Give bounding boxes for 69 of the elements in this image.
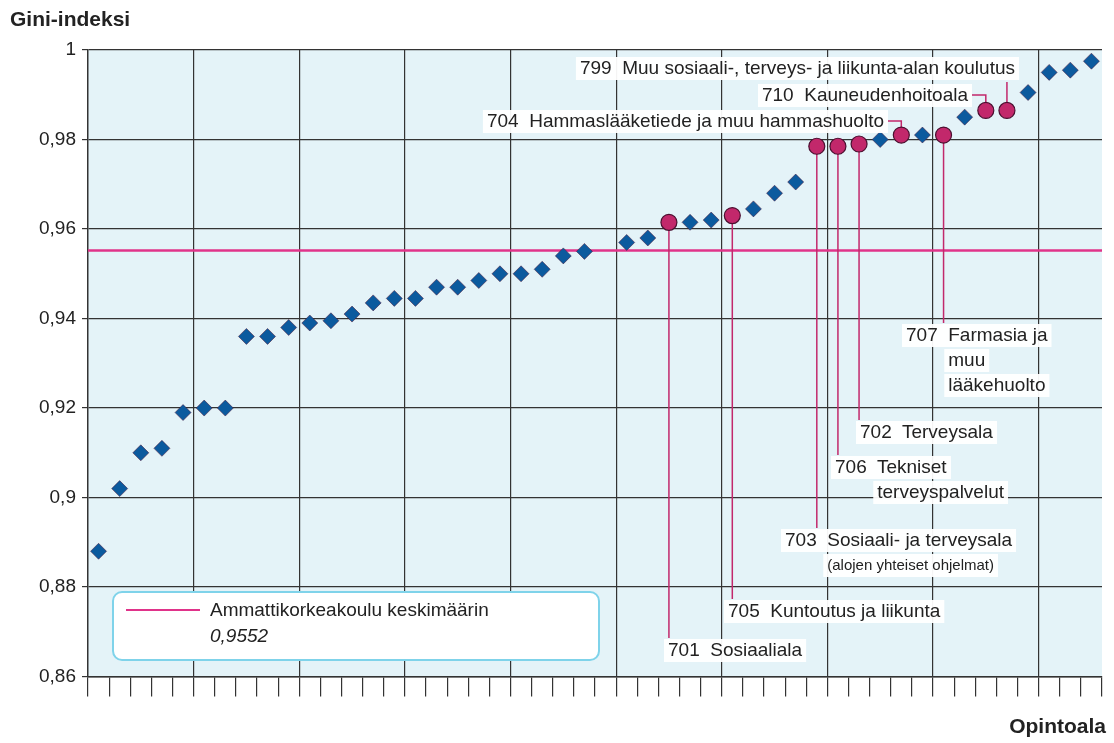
y-tick-label: 0,9 (49, 485, 76, 507)
annotation: 710 Kauneudenhoitoala (761, 84, 969, 106)
point (766, 184, 783, 202)
point (449, 278, 466, 296)
point (829, 137, 847, 155)
key-box: Ammattikorkeakoulu keskimäärin 0,9552 (111, 590, 600, 661)
point (934, 126, 953, 144)
point (787, 173, 804, 191)
y-tick-label: 0,94 (39, 306, 77, 328)
annotation: 701 Sosiaaliala (668, 639, 803, 661)
y-tick-label: 1 (65, 38, 76, 60)
x-axis-title: Opintoala (1009, 714, 1107, 737)
y-axis-title: Gini-indeksi (10, 7, 131, 30)
point (977, 101, 995, 120)
point (702, 211, 720, 229)
point (1062, 61, 1079, 79)
point (555, 247, 572, 265)
point (660, 213, 678, 231)
point (533, 261, 551, 278)
point (956, 108, 973, 126)
y-tick-label: 0,86 (39, 664, 76, 686)
point (386, 290, 403, 307)
annotation: 703 Sosiaali- ja terveysala (alojen yhteiset ohjelmat) (785, 529, 1013, 574)
point (491, 265, 509, 283)
point (195, 399, 213, 417)
point (174, 404, 192, 421)
point (639, 229, 657, 247)
point (217, 399, 234, 417)
point (153, 440, 171, 457)
point (132, 444, 150, 462)
annotation: 799 Muu sosiaali-, terveys- ja liikunta-alan koulutus (579, 57, 1016, 79)
annotation: 706 Tekniset terveyspalvelut (835, 456, 1005, 503)
point (301, 314, 319, 332)
point (470, 272, 488, 289)
point (681, 214, 699, 231)
point (90, 543, 107, 560)
point (1019, 84, 1037, 101)
point (259, 328, 276, 345)
annotation: 707 Farmasia ja muu lääkehuolto (906, 324, 1048, 396)
point (322, 312, 340, 330)
point (111, 480, 128, 497)
point (343, 305, 361, 323)
point (280, 319, 297, 336)
annotation: 702 Terveysala (860, 421, 994, 443)
point (618, 234, 635, 251)
point (512, 265, 530, 283)
point (576, 243, 593, 260)
point (364, 294, 382, 312)
y-tick-label: 0,96 (39, 217, 76, 239)
point (407, 290, 424, 307)
legend-label: Ammattikorkeakoulu keskimäärin (209, 598, 489, 621)
y-tick-label: 0,92 (39, 396, 76, 418)
point (238, 328, 255, 345)
point (998, 101, 1016, 120)
point (1040, 64, 1058, 81)
point (892, 126, 910, 144)
annotation: 0,9552 (209, 624, 270, 647)
y-tick-label: 0,88 (39, 575, 76, 597)
point (1083, 52, 1100, 70)
annotation: 704 Hammaslääketiede ja muu hammashuolto (486, 110, 885, 132)
annotation: 705 Kuntoutus ja liikunta (728, 600, 941, 622)
point (428, 278, 445, 296)
point (808, 137, 826, 155)
y-tick-label: 0,98 (39, 127, 76, 149)
point (745, 200, 762, 218)
point (850, 135, 868, 153)
point (871, 131, 889, 148)
point (914, 126, 931, 144)
point (723, 207, 741, 225)
